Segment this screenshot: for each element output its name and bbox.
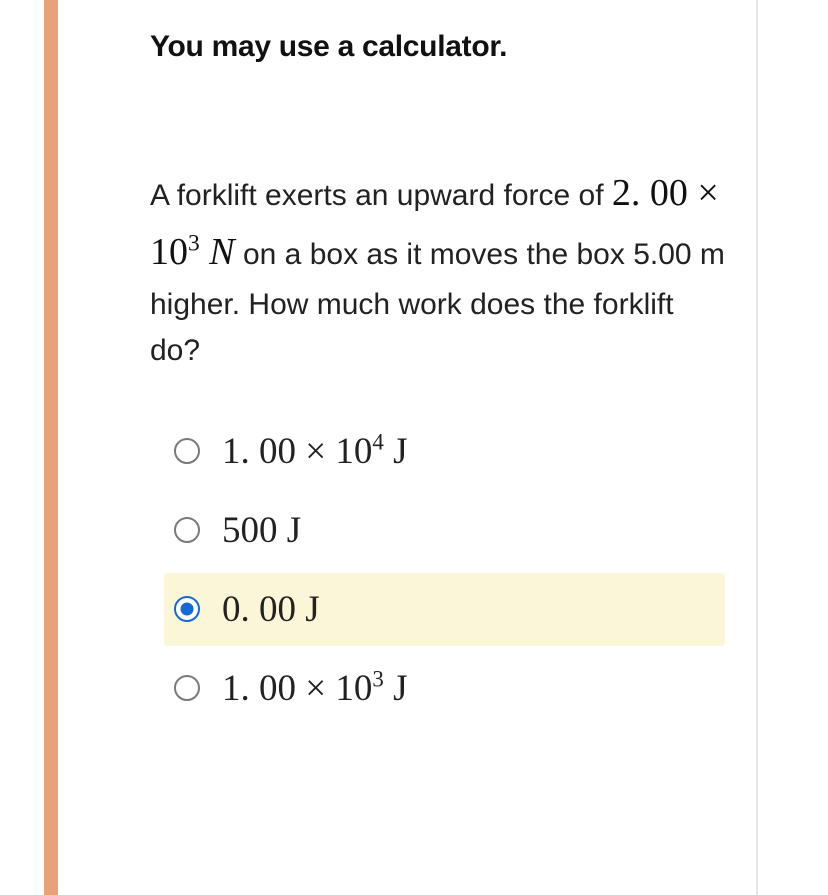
question-part2: on a box as it moves the box 5.00 m high… (150, 238, 725, 367)
option-label: 0. 00 J (222, 591, 320, 628)
radio-icon (174, 596, 200, 622)
radio-icon (174, 675, 200, 701)
accent-bar (44, 0, 58, 895)
option-b[interactable]: 500 J (164, 494, 725, 567)
option-label: 1. 00 × 103 J (222, 670, 408, 707)
radio-icon (174, 517, 200, 543)
question-part1: A forklift exerts an upward force of (150, 179, 612, 212)
option-d[interactable]: 1. 00 × 103 J (164, 652, 725, 725)
instruction-text: You may use a calculator. (150, 30, 725, 64)
radio-icon (174, 438, 200, 464)
question-text: A forklift exerts an upward force of 2. … (150, 164, 725, 375)
options-group: 1. 00 × 104 J 500 J 0. 00 J 1. 00 × 103 … (164, 415, 725, 725)
question-content: You may use a calculator. A forklift exe… (150, 30, 725, 731)
option-label: 1. 00 × 104 J (222, 433, 408, 470)
option-c[interactable]: 0. 00 J (164, 573, 725, 646)
right-border (756, 0, 758, 895)
option-label: 500 J (222, 512, 301, 549)
option-a[interactable]: 1. 00 × 104 J (164, 415, 725, 488)
